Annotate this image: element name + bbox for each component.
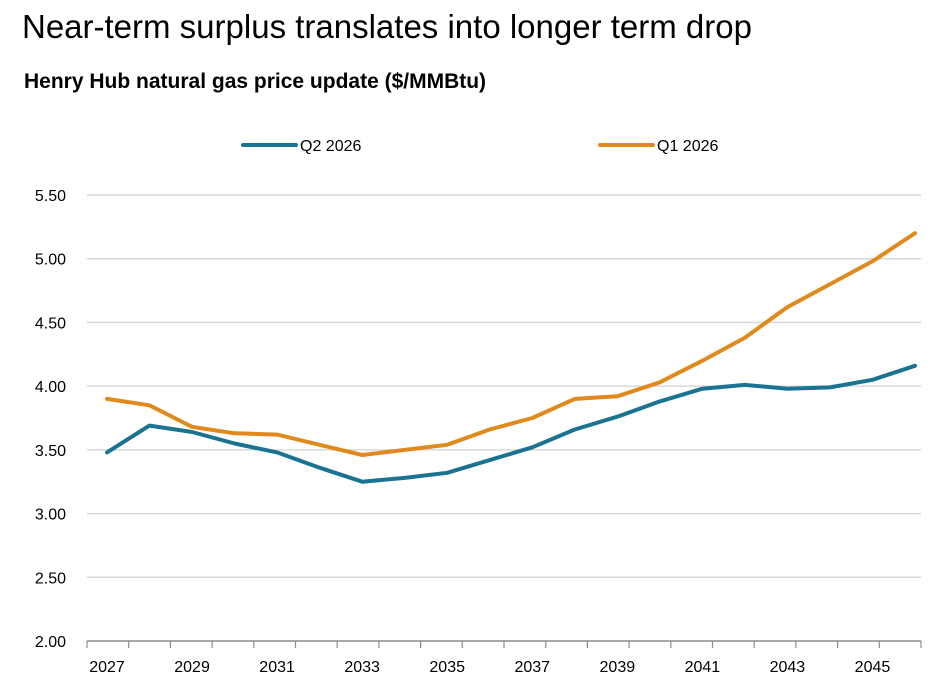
gridlines xyxy=(87,194,921,579)
y-tick-label: 4.00 xyxy=(35,379,66,396)
x-tick-label: 2039 xyxy=(600,659,636,676)
legend: Q2 2026 Q1 2026 xyxy=(241,138,718,155)
x-tick-label: 2037 xyxy=(514,659,550,676)
x-tick-label: 2045 xyxy=(855,659,891,676)
legend-label: Q1 2026 xyxy=(657,138,718,155)
series-line-q1-2026 xyxy=(105,231,917,457)
y-axis-ticks: 2.00 2.50 3.00 3.50 4.00 4.50 5.00 5.50 xyxy=(35,188,66,651)
x-tick-label: 2027 xyxy=(89,659,125,676)
y-tick-label: 3.50 xyxy=(35,443,66,460)
y-tick-label: 5.50 xyxy=(35,188,66,205)
series-line-q2-2026 xyxy=(105,363,917,484)
x-tick-label: 2033 xyxy=(344,659,380,676)
chart-title: Henry Hub natural gas price update ($/MM… xyxy=(24,70,487,93)
y-tick-label: 3.00 xyxy=(35,507,66,524)
x-tick-label: 2035 xyxy=(429,659,465,676)
y-tick-label: 2.50 xyxy=(35,570,66,587)
headline: Near-term surplus translates into longer… xyxy=(22,8,752,45)
y-tick-label: 2.00 xyxy=(35,634,66,651)
x-tick-label: 2041 xyxy=(685,659,721,676)
series-lines xyxy=(105,231,917,484)
x-tick-label: 2043 xyxy=(770,659,806,676)
legend-label: Q2 2026 xyxy=(300,138,361,155)
y-tick-label: 5.00 xyxy=(35,252,66,269)
x-tick-label: 2031 xyxy=(259,659,295,676)
y-tick-label: 4.50 xyxy=(35,315,66,332)
x-tick-label: 2029 xyxy=(174,659,210,676)
x-axis: 2027 2029 2031 2033 2035 2037 2039 2041 2043 2045 xyxy=(86,640,922,676)
